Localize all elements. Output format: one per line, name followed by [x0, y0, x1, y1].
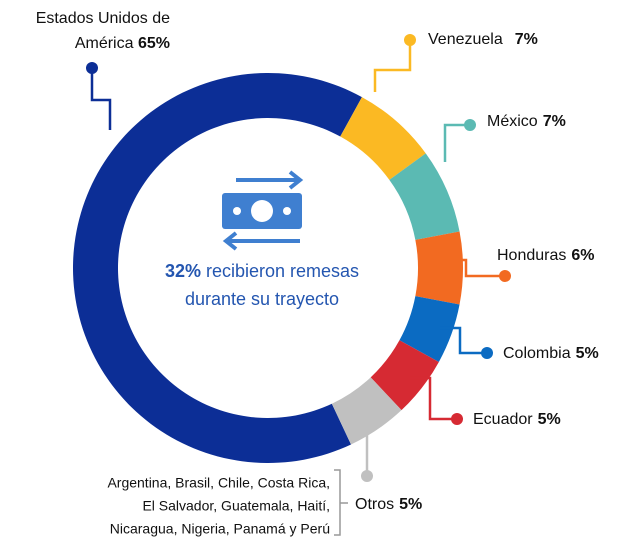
value-label: 6% [571, 247, 594, 264]
leader-line [373, 40, 412, 92]
bracket [334, 469, 348, 536]
category-label: Estados Unidos de América [35, 10, 170, 52]
donut-segment [331, 377, 402, 445]
category-label: Ecuador [473, 411, 533, 428]
us-label: Estados Unidos de América 65% [0, 6, 170, 56]
value-label: 5% [538, 411, 561, 428]
category-label: Otros [355, 496, 394, 513]
center-line: durante su trayecto [185, 289, 339, 309]
leader-dot [451, 413, 463, 425]
center-text: recibieron remesas [206, 261, 359, 281]
money-icon [222, 170, 304, 251]
donut-segment [399, 296, 460, 362]
leader-line [410, 376, 457, 421]
donut-segment [370, 340, 439, 411]
leader-dot [361, 470, 373, 482]
leaders: Venezuela 7% México 7% Honduras 6% Colombia 5% E… [86, 31, 599, 513]
leader-dot [481, 347, 493, 359]
leader-dot [499, 270, 511, 282]
category-label: México [487, 113, 538, 130]
leader-dot [404, 34, 416, 46]
donut-segment [340, 97, 426, 180]
category-label: Venezuela [428, 31, 503, 48]
leader-line [443, 123, 470, 162]
leader-line [440, 326, 487, 355]
note-line: Nicaragua, Nigeria, Panamá y Perú [110, 521, 330, 537]
category-label: Colombia [503, 345, 571, 362]
us-label-text: Estados Unidos de América 65% [0, 6, 170, 56]
value-label: 65% [137, 35, 170, 52]
center-value: 32% [165, 261, 201, 281]
note-line: El Salvador, Guatemala, Haití, [142, 498, 330, 514]
value-label: 5% [576, 345, 599, 362]
donut-segment [73, 73, 362, 463]
leader-dot [86, 62, 98, 74]
center-line: 32% recibieron remesas [165, 261, 359, 281]
value-label: 7% [543, 113, 566, 130]
category-label: Honduras [497, 247, 566, 264]
donut-segment [389, 153, 460, 240]
donut-segment [415, 231, 464, 305]
note-line: Argentina, Brasil, Chile, Costa Rica, [107, 475, 330, 491]
leader-line [90, 68, 112, 130]
leader-line [460, 258, 505, 278]
value-label: 7% [515, 31, 538, 48]
value-label: 5% [399, 496, 422, 513]
leader-dot [464, 119, 476, 131]
